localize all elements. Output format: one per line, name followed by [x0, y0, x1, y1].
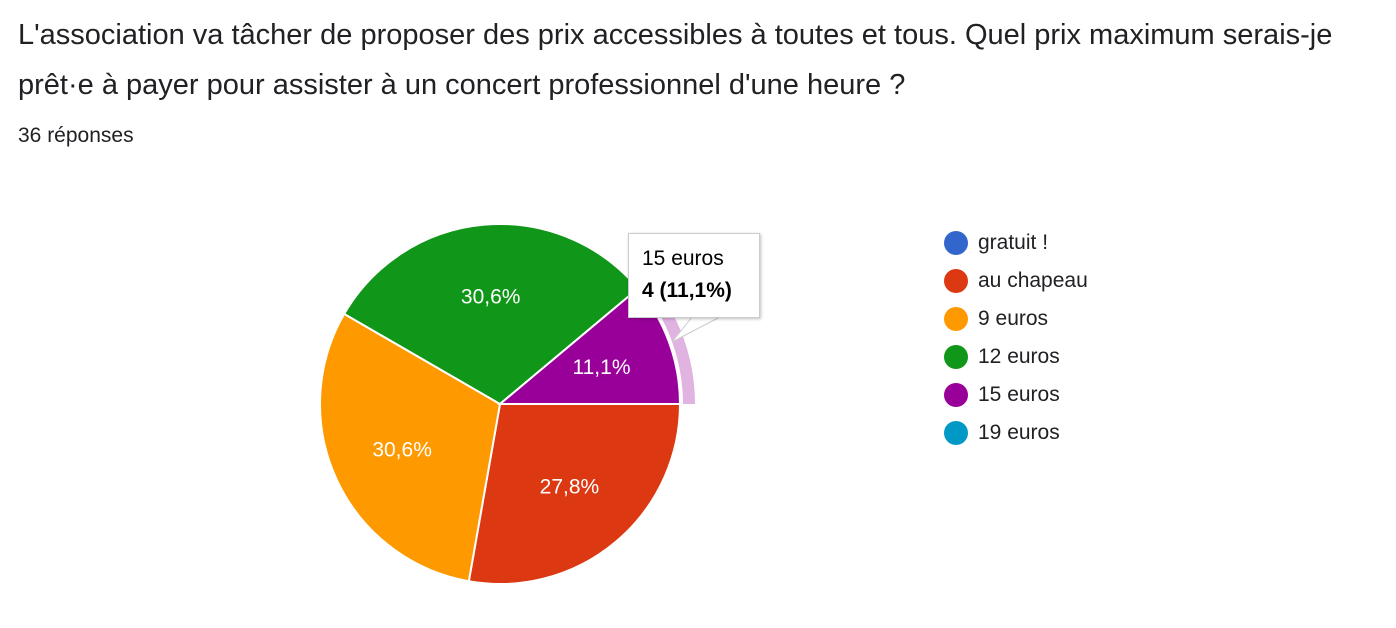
- legend-swatch: [944, 231, 968, 255]
- tooltip-value: 4 (11,1%): [642, 279, 732, 302]
- legend-swatch: [944, 345, 968, 369]
- legend-swatch: [944, 269, 968, 293]
- legend-item[interactable]: 12 euros: [944, 338, 1088, 376]
- slice-label: 11,1%: [573, 356, 631, 379]
- pie-slice[interactable]: [467, 403, 682, 585]
- legend-item[interactable]: 15 euros: [944, 376, 1088, 414]
- legend-label: 19 euros: [978, 421, 1060, 444]
- legend-item[interactable]: 9 euros: [944, 300, 1088, 338]
- chart-legend: gratuit ! au chapeau 9 euros 12 euros 15 eur…: [944, 224, 1088, 452]
- tooltip-pointer: [671, 316, 721, 343]
- response-count: 36 réponses: [18, 124, 134, 147]
- legend-swatch: [944, 307, 968, 331]
- legend-label: 9 euros: [978, 307, 1049, 330]
- legend-label: gratuit !: [978, 231, 1049, 254]
- chart-tooltip: 15 euros 4 (11,1%): [628, 233, 760, 318]
- pie-slice[interactable]: [319, 312, 502, 583]
- slice-label: 27,8%: [540, 476, 600, 499]
- tooltip-box: [628, 233, 760, 318]
- legend-item[interactable]: gratuit !: [944, 224, 1088, 262]
- slice-label: 30,6%: [461, 285, 521, 308]
- slice-label: 30,6%: [372, 439, 432, 462]
- pie-slice[interactable]: [342, 223, 640, 406]
- legend-label: au chapeau: [978, 269, 1088, 292]
- legend-label: 15 euros: [978, 383, 1060, 406]
- tooltip-label: 15 euros: [642, 247, 724, 270]
- legend-item[interactable]: 19 euros: [944, 414, 1088, 452]
- legend-swatch: [944, 421, 968, 445]
- question-title: L'association va tâcher de proposer des …: [18, 19, 1333, 101]
- legend-swatch: [944, 383, 968, 407]
- legend-label: 12 euros: [978, 345, 1060, 368]
- highlight-halo: [640, 278, 695, 404]
- legend-item[interactable]: au chapeau: [944, 262, 1088, 300]
